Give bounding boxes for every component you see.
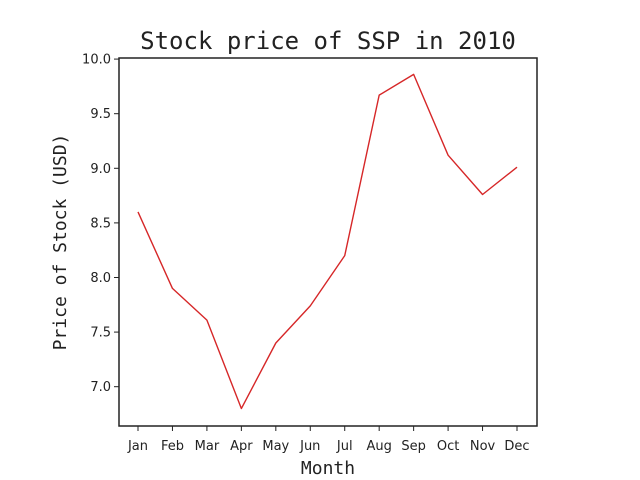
x-tick-label: Sep	[401, 439, 426, 454]
y-axis-ticks: 7.0 7.5 8.0 8.5 9.0 9.5 10.0	[82, 53, 119, 395]
x-tick-label: Apr	[230, 439, 253, 454]
y-tick-label: 9.5	[90, 107, 111, 122]
series-line	[137, 73, 518, 410]
x-tick-label: Aug	[366, 439, 391, 454]
chart-title: Stock price of SSP in 2010	[140, 27, 516, 55]
x-axis-label: Month	[301, 458, 355, 479]
x-tick-label: Nov	[470, 439, 496, 454]
x-tick-label: Jul	[336, 439, 353, 454]
y-tick-label: 9.0	[90, 162, 111, 177]
y-axis-label: Price of Stock (USD)	[50, 134, 71, 351]
plot-frame	[118, 57, 538, 427]
y-tick-label: 7.5	[90, 326, 111, 341]
x-tick-label: Jan	[127, 439, 148, 454]
x-axis-ticks: Jan Feb Mar Apr May Jun Jul Aug Sep Oct Nov Dec	[127, 426, 530, 454]
y-tick-label: 8.5	[90, 216, 111, 231]
x-tick-label: Oct	[437, 439, 459, 454]
x-tick-label: Dec	[504, 439, 529, 454]
x-tick-label: Jun	[299, 439, 320, 454]
x-tick-label: May	[262, 439, 289, 454]
plot-area: 7.0 7.5 8.0 8.5 9.0 9.5 10.0 Jan Feb Mar Apr May Ju…	[82, 53, 538, 454]
x-tick-label: Mar	[195, 439, 220, 454]
x-tick-label: Feb	[161, 439, 184, 454]
y-tick-label: 8.0	[90, 271, 111, 286]
y-tick-label: 7.0	[90, 380, 111, 395]
y-tick-label: 10.0	[82, 53, 111, 68]
